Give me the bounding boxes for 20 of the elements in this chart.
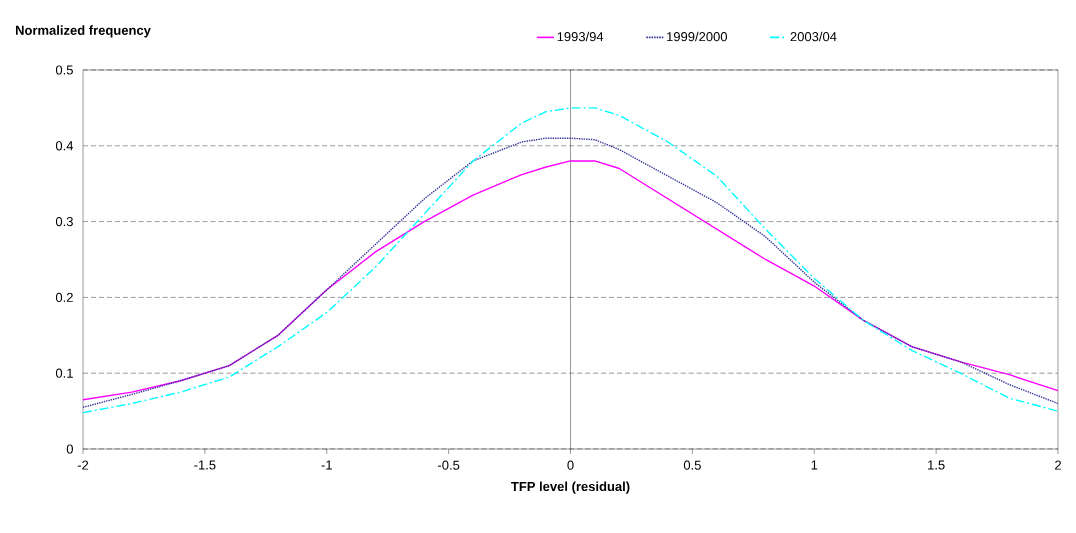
x-tick-label: 0 [567,460,574,470]
x-tick-label: -1 [321,460,332,470]
legend-label: 2003/04 [790,31,837,42]
y-tick-label: 0.4 [55,141,74,151]
x-axis-title: TFP level (residual) [511,481,630,494]
x-tick-label: -2 [77,460,89,470]
x-tick-label: -1.5 [194,460,216,470]
x-tick-label: -0.5 [438,460,460,470]
y-tick-label: 0.2 [55,292,73,302]
y-axis-title: Normalized frequency [15,25,151,38]
legend-label: 1999/2000 [667,31,728,42]
x-tick-label: 2 [1055,460,1061,470]
y-tick-label: 0.5 [55,65,73,75]
legend-label: 1993/94 [557,31,604,42]
x-tick-label: 1.5 [928,460,945,470]
y-tick-label: 0.1 [55,368,73,378]
x-tick-label: 0.5 [683,460,701,470]
y-tick-label: 0.3 [55,216,73,227]
x-tick-label: 1 [811,460,818,470]
y-tick-label: 0 [66,444,73,454]
